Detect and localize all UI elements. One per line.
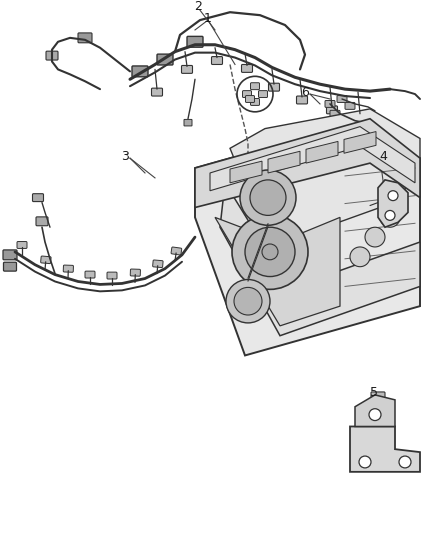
Polygon shape	[215, 217, 340, 326]
FancyBboxPatch shape	[17, 241, 27, 248]
FancyBboxPatch shape	[212, 56, 223, 64]
Polygon shape	[268, 151, 300, 173]
FancyBboxPatch shape	[32, 193, 43, 201]
Polygon shape	[230, 109, 420, 247]
FancyBboxPatch shape	[157, 54, 173, 65]
Polygon shape	[220, 183, 420, 336]
Text: 4: 4	[379, 150, 387, 163]
FancyBboxPatch shape	[268, 83, 279, 91]
Text: 2: 2	[194, 0, 202, 13]
FancyBboxPatch shape	[354, 113, 365, 120]
Polygon shape	[230, 161, 262, 183]
FancyBboxPatch shape	[246, 95, 254, 102]
FancyBboxPatch shape	[63, 265, 74, 272]
FancyBboxPatch shape	[130, 269, 141, 276]
FancyBboxPatch shape	[132, 66, 148, 77]
FancyBboxPatch shape	[152, 88, 162, 96]
Polygon shape	[378, 180, 408, 227]
Text: 5: 5	[370, 386, 378, 399]
FancyBboxPatch shape	[181, 66, 192, 74]
FancyBboxPatch shape	[171, 247, 182, 255]
Circle shape	[262, 244, 278, 260]
FancyBboxPatch shape	[345, 102, 355, 109]
FancyBboxPatch shape	[241, 64, 252, 72]
Text: 6: 6	[301, 86, 309, 99]
Text: 1: 1	[204, 12, 212, 25]
Polygon shape	[210, 127, 415, 191]
Circle shape	[380, 207, 400, 227]
FancyBboxPatch shape	[371, 392, 385, 402]
FancyBboxPatch shape	[184, 119, 192, 126]
Circle shape	[359, 456, 371, 468]
FancyBboxPatch shape	[251, 99, 259, 106]
FancyBboxPatch shape	[251, 83, 259, 90]
Polygon shape	[350, 426, 420, 472]
FancyBboxPatch shape	[187, 36, 203, 47]
Circle shape	[350, 247, 370, 266]
Circle shape	[365, 227, 385, 247]
Circle shape	[234, 287, 262, 315]
FancyBboxPatch shape	[4, 262, 17, 271]
Polygon shape	[306, 141, 338, 163]
Circle shape	[226, 279, 270, 323]
Polygon shape	[344, 132, 376, 154]
FancyBboxPatch shape	[41, 256, 51, 264]
Circle shape	[240, 170, 296, 225]
Circle shape	[250, 180, 286, 215]
FancyBboxPatch shape	[153, 260, 163, 268]
FancyBboxPatch shape	[297, 96, 307, 104]
Circle shape	[399, 456, 411, 468]
Polygon shape	[195, 119, 420, 207]
FancyBboxPatch shape	[326, 106, 338, 114]
Polygon shape	[355, 395, 395, 426]
FancyBboxPatch shape	[107, 272, 117, 279]
FancyBboxPatch shape	[330, 110, 340, 117]
Circle shape	[369, 409, 381, 421]
Circle shape	[385, 211, 395, 220]
FancyBboxPatch shape	[337, 95, 347, 102]
Circle shape	[388, 191, 398, 200]
FancyBboxPatch shape	[85, 271, 95, 278]
Polygon shape	[195, 119, 420, 356]
Text: 3: 3	[121, 150, 129, 163]
FancyBboxPatch shape	[46, 51, 58, 60]
FancyBboxPatch shape	[258, 91, 268, 98]
Circle shape	[245, 227, 295, 277]
FancyBboxPatch shape	[78, 33, 92, 43]
FancyBboxPatch shape	[325, 101, 335, 107]
FancyBboxPatch shape	[36, 217, 48, 226]
FancyBboxPatch shape	[243, 91, 251, 98]
Circle shape	[232, 214, 308, 289]
FancyBboxPatch shape	[3, 250, 17, 260]
